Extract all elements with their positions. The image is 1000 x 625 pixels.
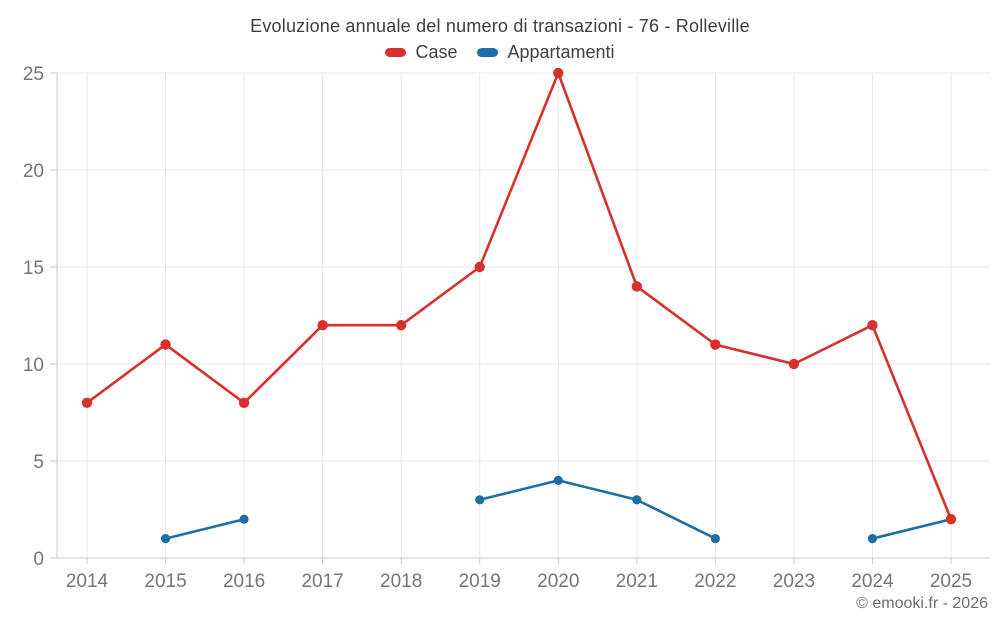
- data-point-appartamenti-2022: [710, 534, 720, 544]
- y-axis-label: 5: [33, 452, 44, 473]
- y-axis-label: 15: [23, 258, 44, 279]
- data-point-case-2018: [395, 320, 407, 331]
- x-axis-label: 2017: [301, 571, 343, 592]
- x-axis-label: 2021: [616, 571, 658, 592]
- x-axis-label: 2020: [537, 571, 579, 592]
- x-axis-label: 2024: [851, 571, 894, 592]
- data-point-case-2024: [867, 320, 878, 331]
- chart-title: Evoluzione annuale del numero di transaz…: [250, 16, 750, 36]
- legend-item-case[interactable]: Case: [385, 42, 457, 63]
- legend-label-appartamenti: Appartamenti: [507, 42, 615, 62]
- data-point-case-2021: [631, 281, 643, 292]
- x-axis-label: 2022: [694, 571, 736, 592]
- x-axis-label: 2015: [144, 571, 186, 592]
- data-point-case-2023: [788, 358, 800, 370]
- data-point-appartamenti-2019: [475, 495, 485, 505]
- x-axis-label: 2016: [223, 571, 265, 592]
- data-point-case-2025: [945, 514, 957, 525]
- x-axis-label: 2023: [773, 571, 815, 592]
- legend-swatch-case-icon: [385, 48, 407, 57]
- data-point-appartamenti-2024: [867, 534, 878, 544]
- data-point-case-2016: [238, 397, 250, 408]
- data-point-appartamenti-2015: [160, 534, 171, 544]
- copyright-credit: © emooki.fr - 2026: [856, 595, 988, 612]
- legend-swatch-appartamenti-icon: [477, 48, 499, 57]
- legend-item-appartamenti[interactable]: Appartamenti: [477, 42, 615, 63]
- data-point-case-2020: [553, 67, 564, 79]
- y-axis-label: 20: [23, 161, 44, 182]
- data-point-appartamenti-2016: [239, 514, 249, 524]
- data-point-appartamenti-2020: [553, 475, 563, 485]
- data-point-case-2017: [317, 320, 328, 331]
- data-point-case-2014: [81, 397, 93, 408]
- x-axis-label: 2019: [459, 571, 501, 592]
- series-line-appartamenti: [164, 479, 953, 540]
- data-point-case-2019: [474, 261, 485, 273]
- data-point-case-2022: [710, 339, 721, 350]
- y-axis-label: 0: [33, 549, 44, 570]
- x-axis-label: 2025: [930, 571, 972, 592]
- chart-legend: Case Appartamenti: [0, 42, 1000, 63]
- data-point-case-2015: [160, 339, 171, 350]
- y-axis-label: 25: [23, 64, 44, 85]
- series-line-case: [85, 71, 953, 521]
- legend-label-case: Case: [415, 42, 458, 62]
- x-axis-label: 2018: [380, 571, 422, 592]
- x-axis-label: 2014: [66, 571, 109, 592]
- y-axis-label: 10: [23, 355, 44, 376]
- data-point-appartamenti-2021: [632, 495, 642, 505]
